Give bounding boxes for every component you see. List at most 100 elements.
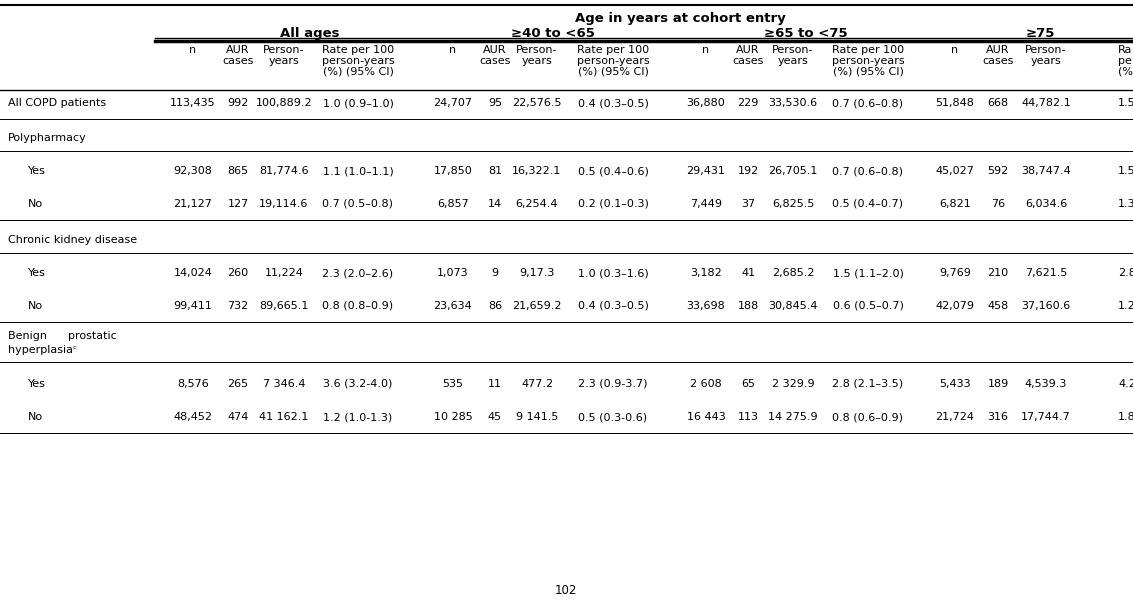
Text: 5,433: 5,433 (939, 379, 971, 389)
Text: 95: 95 (488, 98, 502, 108)
Text: Age in years at cohort entry: Age in years at cohort entry (574, 12, 785, 25)
Text: 45: 45 (488, 412, 502, 422)
Text: 19,114.6: 19,114.6 (259, 199, 308, 209)
Text: 865: 865 (228, 166, 248, 176)
Text: 37: 37 (741, 199, 755, 209)
Text: 188: 188 (738, 301, 759, 311)
Text: 3,182: 3,182 (690, 268, 722, 278)
Text: 9,17.3: 9,17.3 (519, 268, 555, 278)
Text: 99,411: 99,411 (173, 301, 213, 311)
Text: 0.4 (0.3–0.5): 0.4 (0.3–0.5) (578, 301, 648, 311)
Text: ≥65 to <75: ≥65 to <75 (764, 27, 847, 40)
Text: Person-: Person- (517, 45, 557, 55)
Text: Polypharmacy: Polypharmacy (8, 133, 87, 143)
Text: 0.8 (0.8–0.9): 0.8 (0.8–0.9) (323, 301, 393, 311)
Text: 102: 102 (555, 584, 577, 598)
Text: 6,857: 6,857 (437, 199, 469, 209)
Text: ≥75: ≥75 (1025, 27, 1055, 40)
Text: 6,825.5: 6,825.5 (772, 199, 815, 209)
Text: 1.5: 1.5 (1118, 166, 1133, 176)
Text: 6,254.4: 6,254.4 (516, 199, 559, 209)
Text: 0.7 (0.5–0.8): 0.7 (0.5–0.8) (323, 199, 393, 209)
Text: 992: 992 (228, 98, 248, 108)
Text: 45,027: 45,027 (936, 166, 974, 176)
Text: 1,073: 1,073 (437, 268, 469, 278)
Text: 535: 535 (443, 379, 463, 389)
Text: 21,659.2: 21,659.2 (512, 301, 562, 311)
Text: AUR: AUR (227, 45, 249, 55)
Text: 21,127: 21,127 (173, 199, 213, 209)
Text: 38,747.4: 38,747.4 (1021, 166, 1071, 176)
Text: 16 443: 16 443 (687, 412, 725, 422)
Text: 17,744.7: 17,744.7 (1021, 412, 1071, 422)
Text: 0.6 (0.5–0.7): 0.6 (0.5–0.7) (833, 301, 903, 311)
Text: 44,782.1: 44,782.1 (1021, 98, 1071, 108)
Text: ≥40 to <65: ≥40 to <65 (511, 27, 595, 40)
Text: 0.7 (0.6–0.8): 0.7 (0.6–0.8) (833, 166, 903, 176)
Text: 1.1 (1.0–1.1): 1.1 (1.0–1.1) (323, 166, 393, 176)
Text: 11,224: 11,224 (265, 268, 304, 278)
Text: 33,530.6: 33,530.6 (768, 98, 818, 108)
Text: 113,435: 113,435 (170, 98, 215, 108)
Text: 0.4 (0.3–0.5): 0.4 (0.3–0.5) (578, 98, 648, 108)
Text: n: n (702, 45, 709, 55)
Text: 100,889.2: 100,889.2 (256, 98, 313, 108)
Text: hyperplasiaᶜ: hyperplasiaᶜ (8, 345, 77, 355)
Text: 48,452: 48,452 (173, 412, 213, 422)
Text: 4.2: 4.2 (1118, 379, 1133, 389)
Text: 458: 458 (987, 301, 1008, 311)
Text: 7,621.5: 7,621.5 (1025, 268, 1067, 278)
Text: 33,698: 33,698 (687, 301, 725, 311)
Text: Chronic kidney disease: Chronic kidney disease (8, 235, 137, 245)
Text: 16,322.1: 16,322.1 (512, 166, 562, 176)
Text: 86: 86 (488, 301, 502, 311)
Text: 14: 14 (488, 199, 502, 209)
Text: cases: cases (222, 56, 254, 66)
Text: AUR: AUR (986, 45, 1010, 55)
Text: cases: cases (982, 56, 1014, 66)
Text: 2.3 (0.9-3.7): 2.3 (0.9-3.7) (578, 379, 648, 389)
Text: 37,160.6: 37,160.6 (1021, 301, 1071, 311)
Text: AUR: AUR (736, 45, 760, 55)
Text: 8,576: 8,576 (177, 379, 208, 389)
Text: 316: 316 (988, 412, 1008, 422)
Text: 1.0 (0.9–1.0): 1.0 (0.9–1.0) (323, 98, 393, 108)
Text: 477.2: 477.2 (521, 379, 553, 389)
Text: pe: pe (1118, 56, 1132, 66)
Text: years: years (777, 56, 808, 66)
Text: 11: 11 (488, 379, 502, 389)
Text: 2 608: 2 608 (690, 379, 722, 389)
Text: 21,724: 21,724 (936, 412, 974, 422)
Text: Person-: Person- (773, 45, 813, 55)
Text: 2.8 (2.1–3.5): 2.8 (2.1–3.5) (833, 379, 903, 389)
Text: Rate per 100: Rate per 100 (322, 45, 394, 55)
Text: 29,431: 29,431 (687, 166, 725, 176)
Text: 14 275.9: 14 275.9 (768, 412, 818, 422)
Text: 76: 76 (991, 199, 1005, 209)
Text: 92,308: 92,308 (173, 166, 213, 176)
Text: 265: 265 (228, 379, 248, 389)
Text: 7 346.4: 7 346.4 (263, 379, 305, 389)
Text: 1.2 (1.0-1.3): 1.2 (1.0-1.3) (323, 412, 393, 422)
Text: (%) (95% CI): (%) (95% CI) (323, 67, 393, 77)
Text: Person-: Person- (263, 45, 305, 55)
Text: 1.2: 1.2 (1118, 301, 1133, 311)
Text: years: years (269, 56, 299, 66)
Text: 9: 9 (492, 268, 499, 278)
Text: Rate per 100: Rate per 100 (832, 45, 904, 55)
Text: 23,634: 23,634 (434, 301, 472, 311)
Text: 6,034.6: 6,034.6 (1025, 199, 1067, 209)
Text: 732: 732 (228, 301, 248, 311)
Text: 260: 260 (228, 268, 248, 278)
Text: 592: 592 (987, 166, 1008, 176)
Text: 3.6 (3.2-4.0): 3.6 (3.2-4.0) (323, 379, 393, 389)
Text: 24,707: 24,707 (434, 98, 472, 108)
Text: 89,665.1: 89,665.1 (259, 301, 308, 311)
Text: (%) (95% CI): (%) (95% CI) (833, 67, 903, 77)
Text: (%) (95% CI): (%) (95% CI) (578, 67, 648, 77)
Text: 41 162.1: 41 162.1 (259, 412, 308, 422)
Text: AUR: AUR (484, 45, 506, 55)
Text: 1.5: 1.5 (1118, 98, 1133, 108)
Text: 189: 189 (987, 379, 1008, 389)
Text: 14,024: 14,024 (173, 268, 213, 278)
